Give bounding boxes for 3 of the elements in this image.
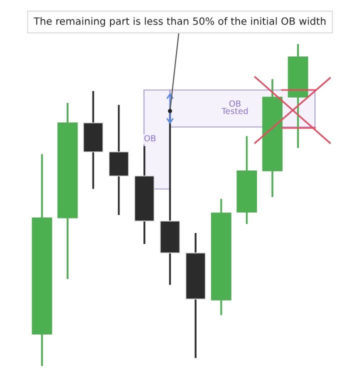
annotation: OB Tested (222, 100, 248, 114)
text: The remaining part is less than 50% of the initial OB width (34, 17, 326, 27)
annotation: OB (144, 135, 156, 142)
